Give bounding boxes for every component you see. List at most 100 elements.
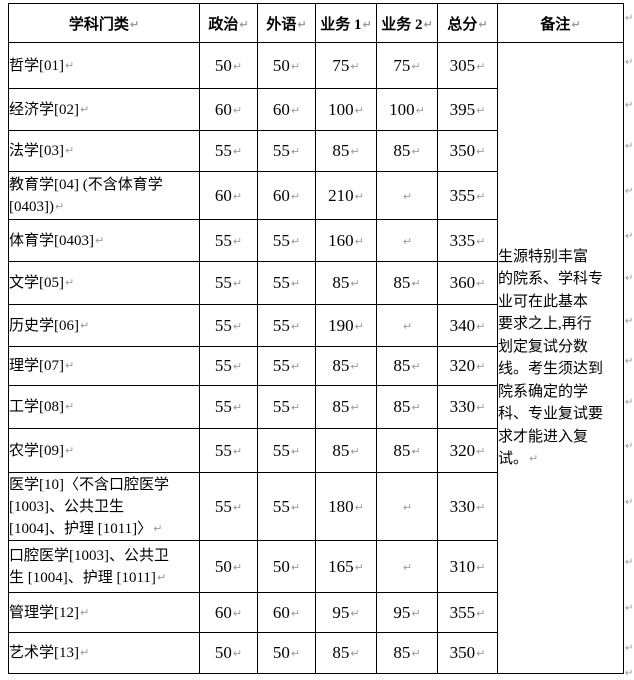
- score-value: 395: [449, 99, 476, 119]
- politics-cell: 50↵: [199, 632, 258, 674]
- category-cell: 理学[07]↵: [8, 346, 200, 386]
- return-mark-icon: ↵: [290, 560, 301, 574]
- return-mark-icon: ↵: [350, 145, 360, 158]
- table-row: 管理学[12]↵ 60↵ 60↵ 95↵ 95↵ 355↵: [8, 592, 624, 633]
- return-mark-icon: ↵: [476, 500, 486, 514]
- return-mark-icon: ↵: [290, 401, 301, 414]
- row-end-mark-icon: ↵: [625, 441, 634, 452]
- return-mark-icon: ↵: [476, 319, 486, 333]
- foreign-cell: 55↵: [257, 428, 316, 473]
- return-mark-icon: ↵: [290, 59, 301, 73]
- score-value: 55: [214, 315, 232, 335]
- total-cell: 395↵: [437, 88, 498, 131]
- table-row: 经济学[02]↵ 60↵ 60↵ 100↵ 100↵ 395↵: [8, 88, 624, 131]
- score-value: 60: [214, 99, 232, 119]
- category-text: 理学[07]: [9, 358, 65, 374]
- score-value: 85: [393, 397, 411, 416]
- score-value: 310: [449, 556, 476, 576]
- table-row: 工学[08]↵ 55↵ 55↵ 85↵ 85↵ 330↵: [8, 385, 624, 429]
- score-value: 160: [328, 230, 354, 250]
- row-end-mark-icon: ↵: [625, 100, 634, 111]
- subject1-cell: 85↵: [315, 428, 377, 473]
- politics-cell: 55↵: [199, 219, 258, 262]
- return-mark-icon: ↵: [476, 647, 486, 660]
- total-cell: 355↵: [437, 592, 498, 633]
- return-mark-icon: ↵: [476, 560, 486, 574]
- return-mark-icon: ↵: [354, 189, 364, 203]
- return-mark-icon: ↵: [65, 58, 75, 72]
- return-mark-icon: ↵: [80, 605, 90, 619]
- subject2-cell: ↵: [376, 219, 438, 262]
- return-mark-icon: ↵: [239, 17, 249, 31]
- score-value: 55: [214, 230, 232, 250]
- score-value: 75: [393, 55, 411, 75]
- row-end-mark-icon: ↵: [625, 497, 634, 508]
- category-cell: 哲学[01]↵: [8, 42, 200, 89]
- score-value: 50: [272, 643, 290, 662]
- score-value: 60: [272, 99, 290, 119]
- return-mark-icon: ↵: [232, 444, 243, 458]
- table-row: 艺术学[13]↵ 50↵ 50↵ 85↵ 85↵ 350↵: [8, 632, 624, 674]
- politics-cell: 55↵: [199, 385, 258, 429]
- return-mark-icon: ↵: [354, 319, 364, 333]
- category-cell: 工学[08]↵: [8, 385, 200, 429]
- politics-cell: 60↵: [199, 88, 258, 131]
- row-end-mark-icon: ↵: [625, 141, 634, 152]
- subject1-cell: 100↵: [315, 88, 377, 131]
- return-mark-icon: ↵: [350, 277, 360, 290]
- return-mark-icon: ↵: [411, 59, 421, 73]
- return-mark-icon: ↵: [402, 189, 413, 203]
- score-value: 50: [272, 556, 290, 576]
- score-value: 320: [449, 356, 476, 375]
- total-cell: 335↵: [437, 219, 498, 262]
- row-end-mark-icon: ↵: [625, 231, 634, 242]
- remark-cell: 生源特别丰富 的院系、学科专 业可在此基本 要求之上,再行 划定复试分数 线。考…: [497, 42, 624, 674]
- score-value: 85: [332, 440, 350, 460]
- return-mark-icon: ↵: [402, 560, 413, 574]
- category-text: 文学[05]: [9, 275, 65, 291]
- score-value: 340: [449, 315, 476, 335]
- score-value: 100: [389, 99, 415, 119]
- score-value: 350: [449, 141, 476, 160]
- return-mark-icon: ↵: [350, 647, 360, 660]
- return-mark-icon: ↵: [290, 500, 301, 514]
- total-cell: 305↵: [437, 42, 498, 89]
- total-cell: 310↵: [437, 540, 498, 593]
- return-mark-icon: ↵: [232, 277, 243, 290]
- return-mark-icon: ↵: [232, 500, 243, 514]
- total-header-label: 总分: [447, 16, 478, 33]
- row-end-mark-icon: ↵: [625, 668, 634, 679]
- subject2-cell: ↵: [376, 304, 438, 347]
- subject1-cell: 75↵: [315, 42, 377, 89]
- total-header-cell: 总分↵: [437, 3, 498, 43]
- category-text: 艺术学[13]: [9, 645, 80, 661]
- category-text: 历史学[06]: [9, 317, 80, 334]
- total-cell: 355↵: [437, 171, 498, 220]
- score-value: 55: [272, 273, 290, 292]
- foreign-cell: 50↵: [257, 632, 316, 674]
- return-mark-icon: ↵: [290, 189, 301, 203]
- row-end-mark-icon: ↵: [625, 13, 634, 24]
- header-row: 学科门类↵ 政治↵ 外语↵ 业务 1↵ 业务 2↵ 总分↵ 备注↵: [8, 3, 624, 43]
- score-value: 85: [393, 273, 411, 292]
- foreign-cell: 55↵: [257, 261, 316, 305]
- subject2-header-label: 业务 2: [381, 16, 423, 33]
- return-mark-icon: ↵: [476, 234, 486, 248]
- score-value: 85: [332, 356, 350, 375]
- return-mark-icon: ↵: [232, 103, 243, 117]
- foreign-cell: 55↵: [257, 385, 316, 429]
- category-text: 哲学[01]: [9, 57, 65, 74]
- return-mark-icon: ↵: [354, 560, 364, 574]
- return-mark-icon: ↵: [529, 452, 539, 465]
- category-cell: 经济学[02]↵: [8, 88, 200, 131]
- score-value: 100: [328, 99, 354, 119]
- score-value: 85: [332, 643, 350, 662]
- score-value: 335: [449, 230, 476, 250]
- total-cell: 360↵: [437, 261, 498, 305]
- return-mark-icon: ↵: [65, 144, 75, 157]
- score-value: 85: [393, 141, 411, 160]
- return-mark-icon: ↵: [415, 103, 425, 117]
- score-value: 180: [328, 496, 354, 516]
- row-end-mark-icon: ↵: [625, 186, 634, 197]
- return-mark-icon: ↵: [232, 401, 243, 414]
